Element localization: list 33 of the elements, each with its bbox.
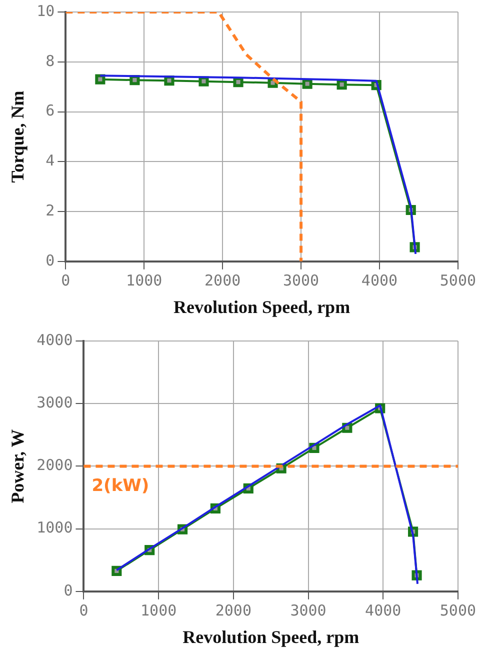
x-tick-label: 2000 [215,601,252,620]
x-tick-label: 5000 [440,601,476,620]
y-tick-label: 0 [46,251,55,270]
x-tick-label: 4000 [365,601,402,620]
x-tick-label: 2000 [204,271,241,290]
ref-line-label: 2(kW) [92,476,150,496]
y-tick-label: 2 [46,201,55,220]
x-tick-label: 0 [79,601,88,620]
y-axis-title: Power, W [7,429,28,504]
y-tick-label: 6 [46,102,55,120]
y-tick-label: 0 [64,581,73,600]
point [336,80,347,90]
y-tick-label: 10 [36,2,55,20]
y-tick-label: 8 [46,52,55,70]
x-tick-label: 1000 [140,601,177,620]
y-tick-label: 1000 [36,518,73,537]
point [233,77,244,88]
y-tick-label: 2000 [36,456,73,474]
x-tick-label: 5000 [440,271,476,290]
point [95,74,106,84]
y-tick-label: 4000 [36,330,73,349]
x-tick-label: 4000 [361,271,398,290]
point [164,76,174,86]
x-tick-label: 1000 [126,271,162,290]
x-axis-title: Revolution Speed, rpm [182,626,360,647]
point [302,78,312,89]
y-axis-title: Torque, Nm [7,90,28,183]
x-axis-title: Revolution Speed, rpm [174,296,350,317]
point [198,76,209,86]
x-tick-label: 3000 [282,271,320,290]
y-tick-label: 3000 [36,393,73,412]
x-tick-label: 3000 [290,601,326,620]
y-tick-label: 4 [46,152,55,170]
